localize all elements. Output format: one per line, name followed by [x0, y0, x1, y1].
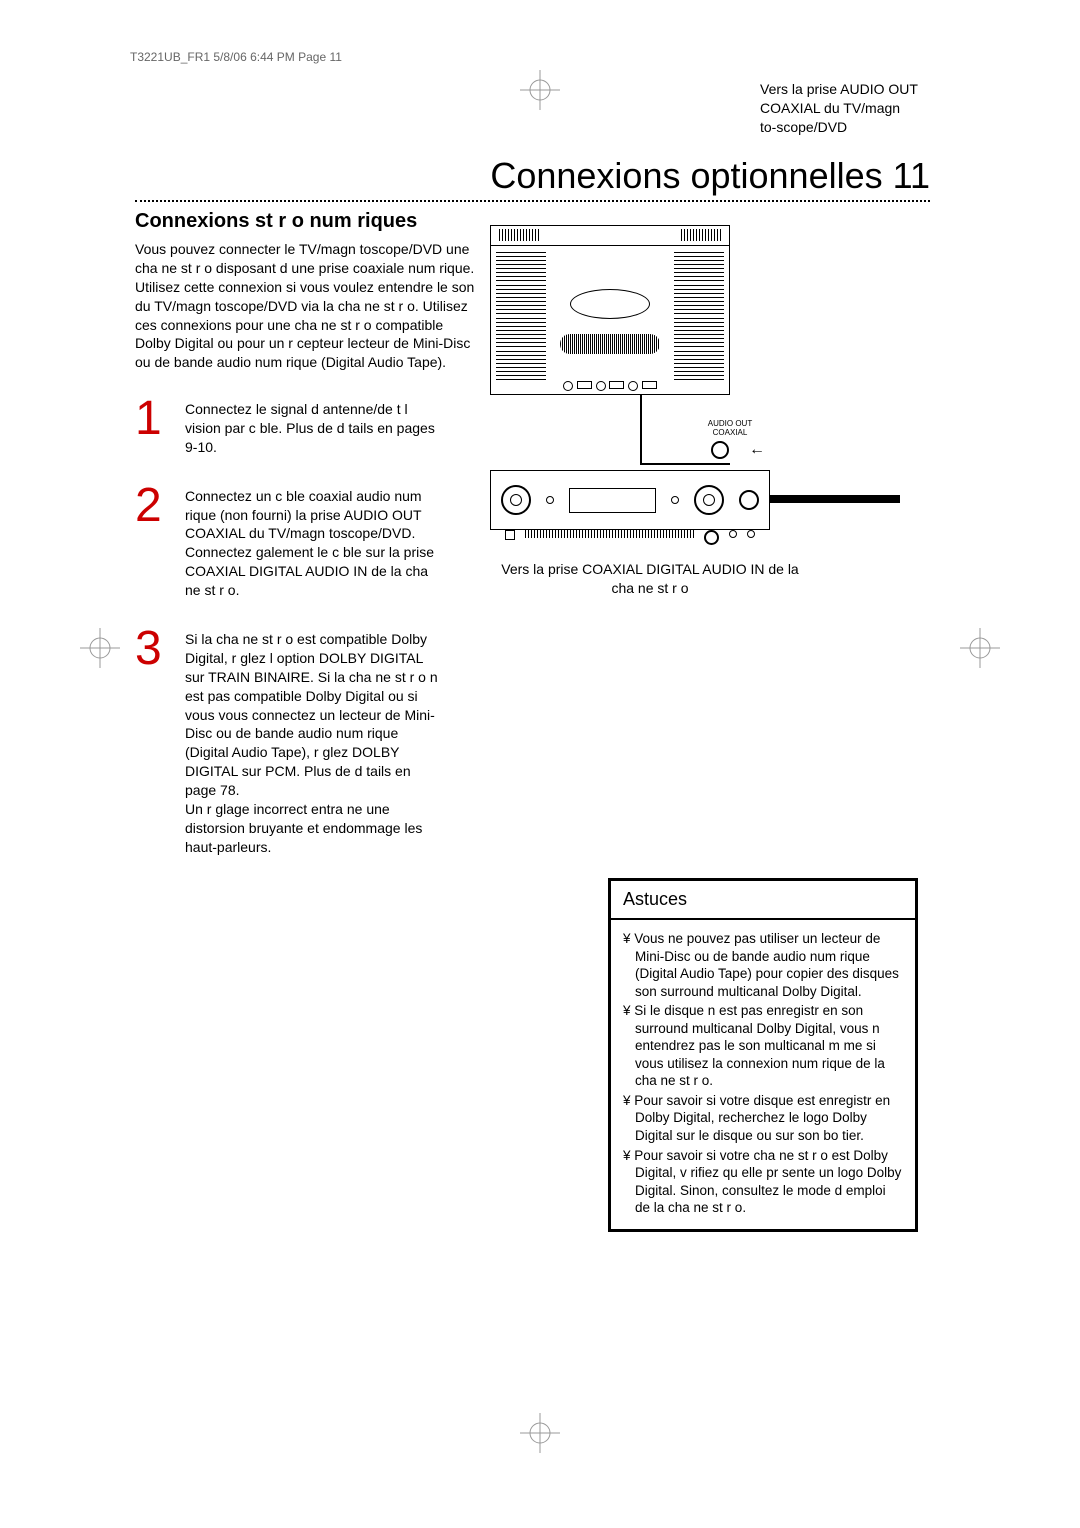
section-subtitle: Connexions st r o num riques: [135, 210, 417, 233]
tips-box: Astuces ¥ Vous ne pouvez pas utiliser un…: [608, 878, 918, 1232]
crop-mark-top: [520, 70, 560, 115]
tip-item-3: ¥ Pour savoir si votre disque est enregi…: [623, 1092, 903, 1145]
diagram-label-audio-out: Vers la prise AUDIO OUT COAXIAL du TV/ma…: [760, 80, 920, 137]
crop-mark-bottom: [520, 1413, 560, 1458]
step-number-1: 1: [135, 395, 170, 457]
page-title: Connexions optionnelles 11: [490, 155, 930, 197]
diagram-label-receiver: Vers la prise COAXIAL DIGITAL AUDIO IN d…: [500, 560, 800, 598]
tip-item-4: ¥ Pour savoir si votre cha ne st r o est…: [623, 1147, 903, 1217]
receiver-bottom-row: [495, 530, 765, 545]
audio-out-connector: AUDIO OUT COAXIAL ←: [695, 420, 765, 462]
intro-paragraph: Vous pouvez connecter le TV/magn toscope…: [135, 240, 475, 372]
receiver-diagram: [490, 470, 770, 530]
arrow-icon: ←: [749, 441, 765, 459]
step-3: 3 Si la cha ne st r o est compatible Dol…: [135, 625, 445, 857]
audio-out-label: AUDIO OUT COAXIAL: [695, 420, 765, 438]
divider-line: [135, 200, 930, 202]
crop-mark-left: [80, 628, 120, 673]
tips-content: ¥ Vous ne pouvez pas utiliser un lecteur…: [611, 920, 915, 1229]
step-text-3: Si la cha ne st r o est compatible Dolby…: [185, 625, 445, 857]
step-text-1: Connectez le signal d antenne/de t l vis…: [185, 395, 445, 457]
steps-container: 1 Connectez le signal d antenne/de t l v…: [135, 395, 445, 882]
tv-dvd-diagram: [490, 225, 920, 395]
tip-item-2: ¥ Si le disque n est pas enregistr en so…: [623, 1002, 903, 1090]
cable-horizontal: [640, 463, 730, 465]
step-number-3: 3: [135, 625, 170, 857]
cable-main: [770, 495, 900, 503]
cable-vertical: [640, 395, 642, 465]
print-header: T3221UB_FR1 5/8/06 6:44 PM Page 11: [130, 50, 342, 64]
tips-title: Astuces: [611, 881, 915, 920]
step-2: 2 Connectez un c ble coaxial audio num r…: [135, 482, 445, 600]
step-text-2: Connectez un c ble coaxial audio num riq…: [185, 482, 445, 600]
crop-mark-right: [960, 628, 1000, 673]
step-1: 1 Connectez le signal d antenne/de t l v…: [135, 395, 445, 457]
tip-item-1: ¥ Vous ne pouvez pas utiliser un lecteur…: [623, 930, 903, 1000]
step-number-2: 2: [135, 482, 170, 600]
